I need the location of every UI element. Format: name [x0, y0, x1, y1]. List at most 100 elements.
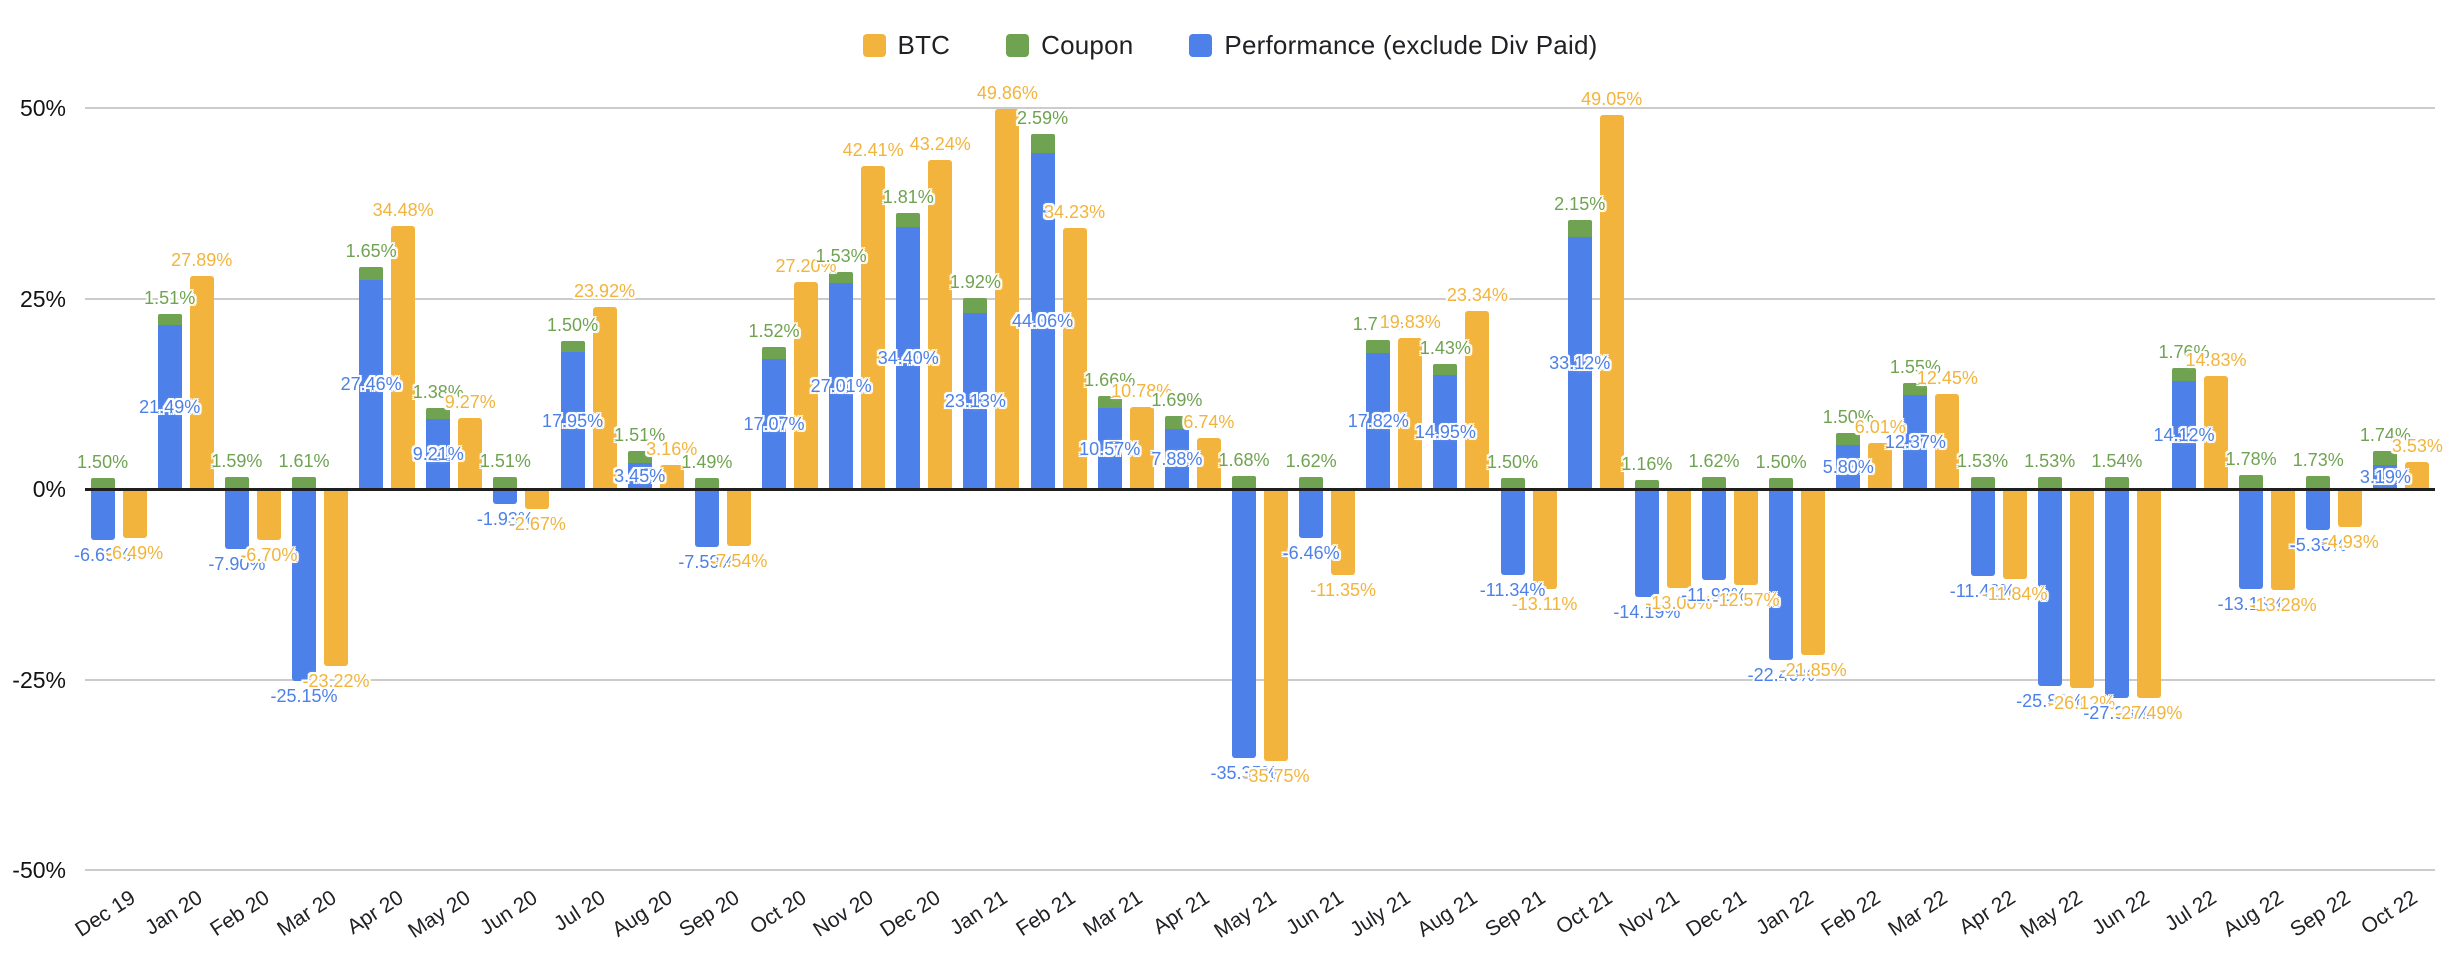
bar-performance[interactable]: [1164, 428, 1189, 489]
bar-btc[interactable]: [324, 489, 348, 666]
bar-performance[interactable]: [762, 358, 786, 489]
bar-performance[interactable]: [2172, 381, 2196, 489]
bar-btc[interactable]: [256, 489, 281, 541]
bar-performance[interactable]: [157, 325, 182, 489]
bar-btc[interactable]: [458, 418, 483, 489]
bar-coupon[interactable]: [359, 267, 384, 280]
bar-coupon[interactable]: [1097, 395, 1122, 409]
bar-coupon[interactable]: [2306, 475, 2331, 489]
bar-btc[interactable]: [1666, 489, 1691, 589]
bar-coupon[interactable]: [2037, 477, 2062, 489]
bar-coupon[interactable]: [493, 477, 518, 489]
bar-performance[interactable]: [2373, 464, 2398, 489]
bar-btc[interactable]: [1734, 489, 1758, 585]
bar-btc[interactable]: [2204, 375, 2228, 489]
bar-btc[interactable]: [2271, 489, 2296, 591]
bar-coupon[interactable]: [1030, 133, 1055, 154]
bar-coupon[interactable]: [292, 476, 316, 489]
bar-coupon[interactable]: [1634, 480, 1659, 489]
bar-performance[interactable]: [292, 489, 316, 681]
bar-btc[interactable]: [1196, 437, 1221, 489]
bar-coupon[interactable]: [2172, 367, 2196, 382]
bar-performance[interactable]: [1903, 394, 1928, 489]
bar-coupon[interactable]: [963, 298, 988, 313]
bar-performance[interactable]: [963, 312, 988, 489]
bar-btc[interactable]: [1868, 443, 1893, 489]
bar-coupon[interactable]: [2373, 451, 2398, 465]
bar-btc[interactable]: [592, 306, 617, 489]
bar-performance[interactable]: [90, 489, 115, 540]
bar-coupon[interactable]: [1366, 340, 1391, 354]
bar-coupon[interactable]: [627, 451, 652, 463]
bar-coupon[interactable]: [224, 476, 249, 489]
bar-performance[interactable]: [493, 489, 518, 504]
bar-performance[interactable]: [2306, 489, 2331, 530]
bar-performance[interactable]: [1634, 489, 1659, 598]
bar-coupon[interactable]: [1299, 476, 1324, 489]
bar-coupon[interactable]: [1702, 476, 1726, 489]
bar-coupon[interactable]: [1836, 433, 1861, 445]
bar-btc[interactable]: [1532, 489, 1557, 589]
bar-performance[interactable]: [1097, 408, 1122, 489]
bar-coupon[interactable]: [1567, 220, 1592, 237]
bar-coupon[interactable]: [560, 340, 585, 353]
bar-performance[interactable]: [1567, 236, 1592, 489]
bar-btc[interactable]: [995, 109, 1020, 489]
bar-btc[interactable]: [861, 165, 886, 489]
bar-btc[interactable]: [794, 281, 818, 489]
bar-btc[interactable]: [525, 489, 550, 510]
bar-btc[interactable]: [1398, 337, 1423, 489]
bar-coupon[interactable]: [1500, 477, 1525, 489]
bar-btc[interactable]: [2136, 489, 2161, 699]
bar-coupon[interactable]: [426, 408, 451, 419]
bar-coupon[interactable]: [762, 347, 786, 359]
bar-performance[interactable]: [2104, 489, 2129, 698]
bar-performance[interactable]: [2239, 489, 2264, 590]
bar-btc[interactable]: [928, 159, 953, 489]
bar-btc[interactable]: [2338, 489, 2363, 527]
bar-performance[interactable]: [1500, 489, 1525, 576]
bar-performance[interactable]: [1299, 489, 1324, 539]
bar-coupon[interactable]: [1433, 364, 1458, 376]
bar-coupon[interactable]: [157, 313, 182, 326]
bar-btc[interactable]: [189, 276, 214, 489]
bar-btc[interactable]: [1935, 394, 1960, 489]
bar-performance[interactable]: [359, 279, 384, 489]
bar-coupon[interactable]: [829, 271, 854, 284]
bar-btc[interactable]: [122, 489, 147, 539]
bar-performance[interactable]: [1030, 153, 1055, 489]
bar-coupon[interactable]: [1232, 476, 1256, 489]
bar-performance[interactable]: [1702, 489, 1726, 580]
bar-btc[interactable]: [1331, 489, 1356, 576]
bar-coupon[interactable]: [2104, 477, 2129, 489]
bar-performance[interactable]: [224, 489, 249, 550]
bar-btc[interactable]: [2002, 489, 2027, 580]
bar-performance[interactable]: [694, 489, 719, 547]
bar-coupon[interactable]: [1970, 477, 1995, 489]
bar-performance[interactable]: [627, 462, 652, 489]
bar-performance[interactable]: [896, 226, 921, 489]
bar-performance[interactable]: [1769, 489, 1794, 660]
bar-performance[interactable]: [829, 283, 854, 489]
bar-btc[interactable]: [1465, 311, 1490, 489]
bar-performance[interactable]: [560, 352, 585, 489]
bar-coupon[interactable]: [1164, 416, 1189, 429]
bar-btc[interactable]: [1264, 489, 1288, 762]
bar-coupon[interactable]: [2239, 475, 2264, 489]
bar-btc[interactable]: [659, 464, 684, 489]
bar-performance[interactable]: [1970, 489, 1995, 577]
bar-btc[interactable]: [1129, 406, 1154, 489]
bar-btc[interactable]: [726, 489, 751, 547]
bar-btc[interactable]: [2405, 462, 2430, 489]
bar-btc[interactable]: [1599, 115, 1624, 489]
bar-performance[interactable]: [1232, 489, 1256, 759]
bar-performance[interactable]: [2037, 489, 2062, 686]
bar-btc[interactable]: [2069, 489, 2094, 689]
bar-performance[interactable]: [1433, 375, 1458, 489]
bar-coupon[interactable]: [90, 477, 115, 489]
bar-btc[interactable]: [1062, 228, 1087, 489]
bar-coupon[interactable]: [896, 213, 921, 227]
bar-performance[interactable]: [1836, 444, 1861, 489]
bar-btc[interactable]: [1801, 489, 1826, 656]
bar-performance[interactable]: [1366, 353, 1391, 489]
